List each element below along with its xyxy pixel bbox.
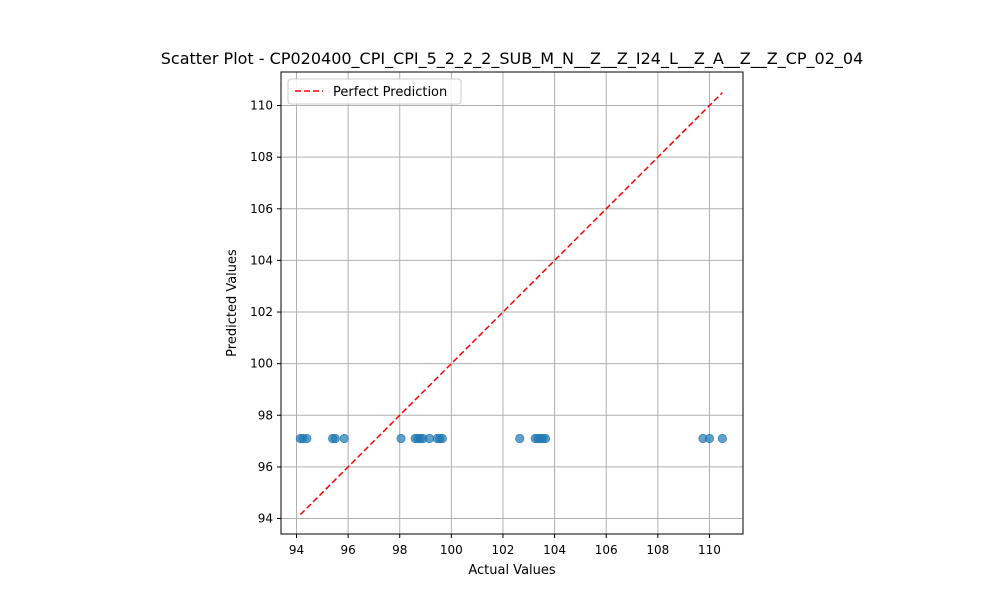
x-tick-label: 100	[440, 543, 463, 557]
x-tick-label: 106	[595, 543, 618, 557]
y-tick-label: 108	[250, 150, 273, 164]
x-tick-label: 102	[492, 543, 515, 557]
legend-box	[287, 78, 462, 105]
data-points	[295, 433, 727, 444]
scatter-point	[540, 433, 551, 444]
scatter-point	[302, 433, 312, 444]
scatter-point	[396, 433, 406, 444]
y-tick-label: 102	[250, 305, 273, 319]
scatter-point	[339, 433, 349, 444]
y-tick-label: 94	[258, 512, 273, 526]
x-tick-label: 98	[392, 543, 407, 557]
y-axis-label: Predicted Values	[225, 249, 240, 357]
plot-frame	[280, 71, 744, 535]
x-axis-label: Actual Values	[468, 563, 556, 578]
x-tick-label: 110	[698, 543, 721, 557]
scatter-point	[515, 433, 525, 444]
y-tick-label: 98	[258, 408, 273, 422]
x-tick-label: 104	[543, 543, 566, 557]
perfect-prediction-layer	[299, 92, 723, 516]
x-tick-label: 96	[340, 543, 355, 557]
x-tick-label: 94	[289, 543, 304, 557]
perfect-prediction-line	[299, 92, 723, 516]
y-axis-ticks: 94 96 98 100 102 104 106 108 110	[250, 99, 281, 526]
grid-lines	[281, 72, 743, 534]
scatter-point	[424, 433, 435, 444]
y-tick-label: 96	[258, 460, 273, 474]
y-tick-label: 106	[250, 202, 273, 216]
scatter-point	[437, 433, 447, 444]
scatter-point	[717, 433, 727, 444]
x-tick-label: 108	[646, 543, 669, 557]
scatter-point	[330, 433, 340, 444]
x-axis-ticks: 94 96 98 100 102 104 106 108 110	[289, 534, 721, 557]
y-tick-label: 100	[250, 357, 273, 371]
y-tick-label: 110	[250, 99, 273, 113]
scatter-point	[704, 433, 715, 444]
legend: Perfect Prediction	[287, 78, 462, 105]
y-tick-label: 104	[250, 253, 273, 267]
legend-label: Perfect Prediction	[333, 85, 447, 100]
chart-title: Scatter Plot - CP020400_CPI_CPI_5_2_2_2_…	[161, 49, 864, 69]
